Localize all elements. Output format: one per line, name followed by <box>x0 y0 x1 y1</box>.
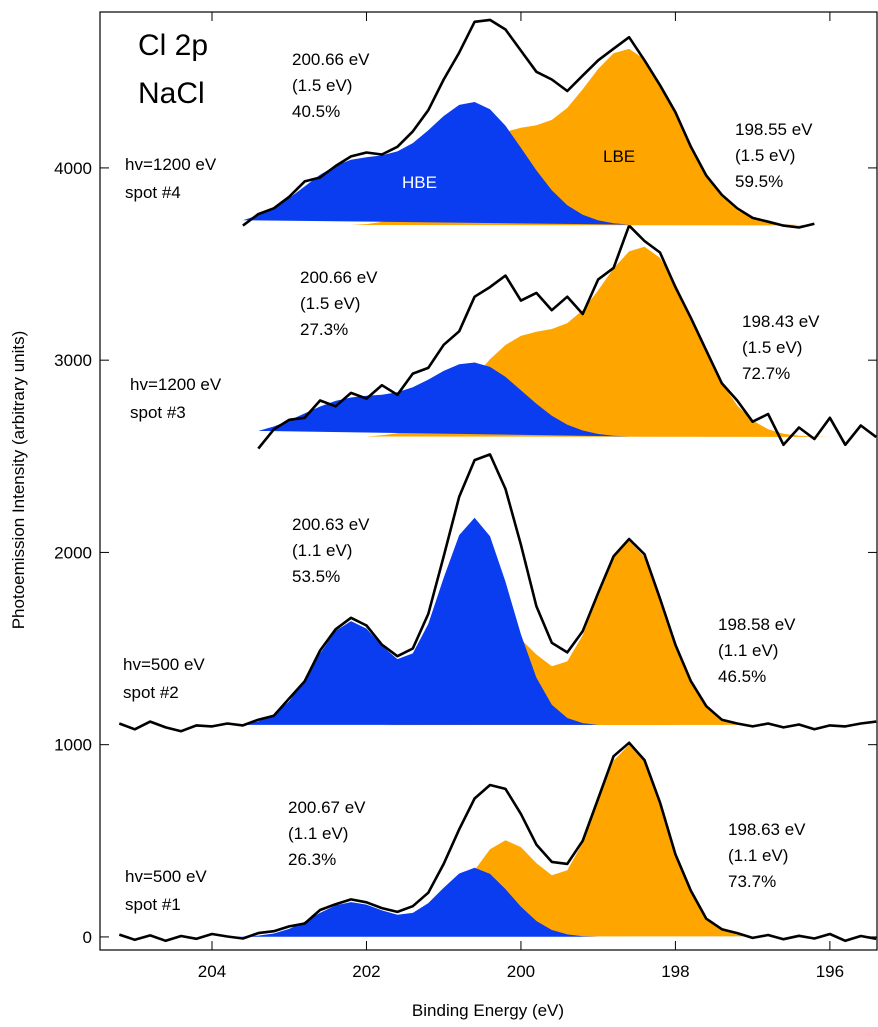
annotation: (1.5 eV) <box>300 294 360 313</box>
annotation: (1.1 eV) <box>718 641 778 660</box>
spectrum-line <box>118 741 877 943</box>
x-axis-label: Binding Energy (eV) <box>412 1001 564 1020</box>
annotation: 198.43 eV <box>742 312 820 331</box>
annotation: 27.3% <box>300 320 348 339</box>
annotation: 26.3% <box>288 850 336 869</box>
y-tick-label: 4000 <box>54 159 92 178</box>
x-tick-label: 204 <box>198 962 226 981</box>
y-tick-label: 0 <box>83 928 92 947</box>
annotation: (1.5 eV) <box>292 76 352 95</box>
spectrum-line <box>257 224 877 450</box>
component-area <box>227 867 599 937</box>
spectrum-label: spot #4 <box>125 183 181 202</box>
spectrum-label: spot #3 <box>130 403 186 422</box>
plot-frame <box>99 11 878 951</box>
x-tick-label: 202 <box>352 962 380 981</box>
annotation: (1.1 eV) <box>728 846 788 865</box>
title: NaCl <box>138 77 205 110</box>
component-area <box>227 517 599 725</box>
component-label: HBE <box>402 173 437 192</box>
y-tick-label: 3000 <box>54 351 92 370</box>
annotation: 53.5% <box>292 567 340 586</box>
annotation: 72.7% <box>742 364 790 383</box>
spectrum-label: hv=1200 eV <box>130 375 222 394</box>
y-tick-label: 1000 <box>54 736 92 755</box>
annotation: 198.63 eV <box>728 820 806 839</box>
y-tick-label: 2000 <box>54 543 92 562</box>
component-area <box>242 102 630 225</box>
annotation: 200.66 eV <box>300 268 378 287</box>
spectrum-label: spot #2 <box>123 683 179 702</box>
x-tick-label: 196 <box>816 962 844 981</box>
overlay: HBE LBE <box>402 147 635 192</box>
component-area <box>258 362 630 437</box>
annotation: 198.55 eV <box>735 120 813 139</box>
x-tick-label: 198 <box>661 962 689 981</box>
annotation: (1.5 eV) <box>742 338 802 357</box>
spectrum-label: spot #1 <box>125 895 181 914</box>
title: Cl 2p <box>138 29 208 62</box>
annotation: 200.66 eV <box>292 50 370 69</box>
annotation: 200.63 eV <box>292 515 370 534</box>
spectrum-label: hv=1200 eV <box>125 155 217 174</box>
spectrum-label: hv=500 eV <box>125 867 207 886</box>
annotation: (1.5 eV) <box>735 146 795 165</box>
annotation: (1.1 eV) <box>292 541 352 560</box>
annotation: 59.5% <box>735 172 783 191</box>
component-label: LBE <box>603 147 635 166</box>
spectrum-label: hv=500 eV <box>123 655 205 674</box>
x-tick-label: 200 <box>507 962 535 981</box>
spectrum-line <box>242 18 815 229</box>
annotation: 200.67 eV <box>288 798 366 817</box>
annotation: 40.5% <box>292 102 340 121</box>
annotation: 198.58 eV <box>718 615 796 634</box>
spectrum-line <box>118 453 877 733</box>
annotation: 73.7% <box>728 872 776 891</box>
plot-area <box>118 18 877 943</box>
y-axis-label: Photoemission Intensity (arbitrary units… <box>9 331 28 630</box>
annotation: 46.5% <box>718 667 766 686</box>
annotation: (1.1 eV) <box>288 824 348 843</box>
